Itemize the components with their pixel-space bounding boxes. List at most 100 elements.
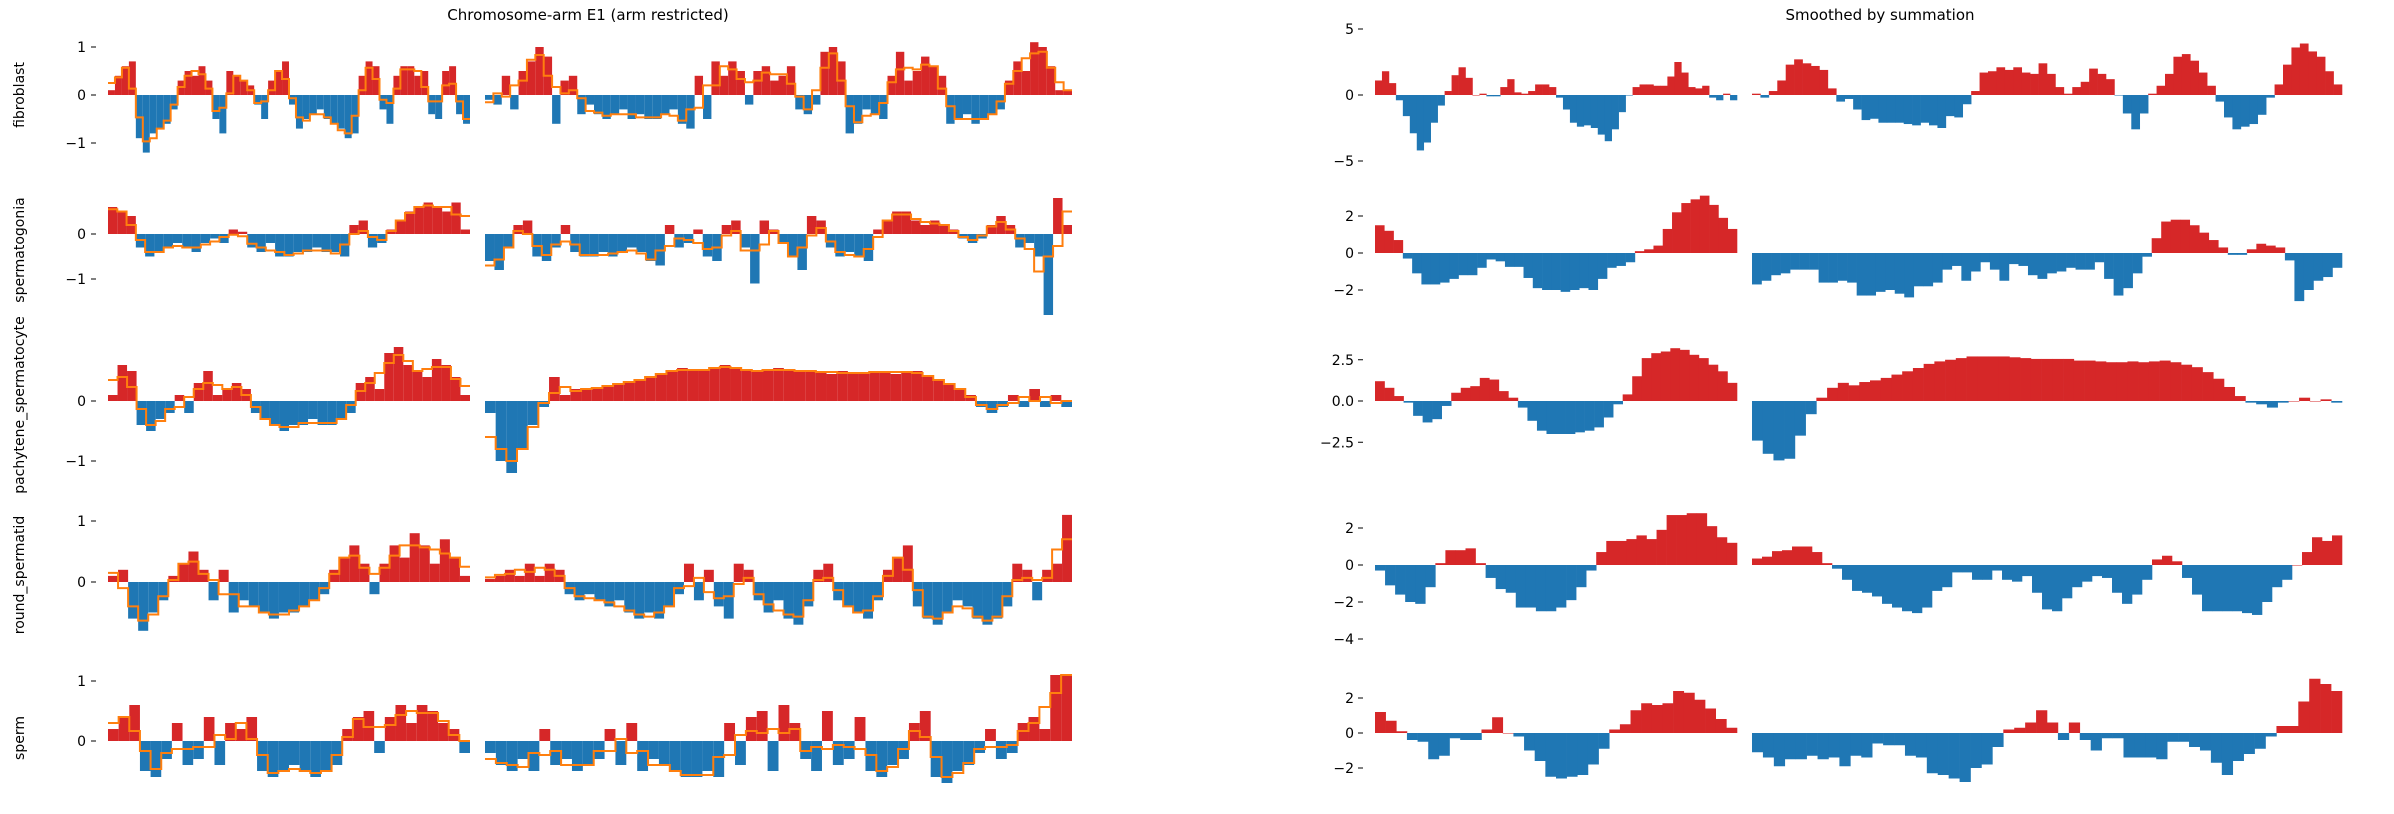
smoothed-bar — [1878, 95, 1888, 123]
e1-bar — [753, 582, 764, 601]
smoothed-bar — [2191, 367, 2203, 401]
e1-bar — [870, 95, 880, 115]
e1-bar — [626, 723, 638, 741]
e1-bar — [351, 95, 359, 134]
e1-bar — [154, 234, 164, 252]
smoothed-bar — [2245, 401, 2257, 403]
smoothed-bar — [1375, 565, 1386, 571]
smoothed-bar — [1870, 380, 1882, 401]
e1-bar — [974, 741, 986, 753]
smoothed-bar — [2156, 85, 2166, 95]
e1-bar — [406, 723, 417, 741]
smoothed-bar — [1856, 253, 1867, 296]
e1-bar — [669, 95, 678, 110]
smoothed-bar — [1545, 733, 1557, 777]
smoothed-bar — [1802, 546, 1813, 565]
e1-bar — [589, 234, 599, 257]
e1-bar — [574, 582, 585, 601]
e1-bar — [308, 401, 318, 419]
smoothed-bar — [1527, 401, 1538, 421]
e1-bar — [456, 95, 464, 115]
e1-bar — [677, 95, 687, 124]
e1-bar — [658, 741, 670, 765]
e1-bar — [728, 61, 737, 95]
e1-bar — [833, 582, 844, 601]
e1-bar — [634, 582, 645, 619]
e1-bar — [1018, 401, 1030, 407]
smoothed-bar — [1412, 253, 1422, 274]
e1-bar — [713, 741, 725, 777]
smoothed-bar — [1883, 733, 1895, 746]
e1-bar — [336, 401, 347, 419]
e1-bar — [527, 401, 539, 425]
left-y-tick-label: −1 — [65, 136, 86, 152]
e1-bar — [806, 216, 817, 234]
smoothed-bar — [1802, 63, 1812, 95]
smoothed-bar — [2095, 361, 2107, 401]
e1-bar — [485, 741, 496, 753]
smoothed-bar — [1485, 565, 1496, 578]
e1-bar — [922, 582, 933, 619]
smoothed-bar — [2151, 238, 2162, 253]
right-y-tick-label: −2 — [1333, 283, 1354, 299]
smoothed-bar — [2291, 47, 2301, 95]
e1-bar — [374, 741, 385, 753]
e1-bar — [235, 729, 247, 741]
smoothed-bar — [2152, 559, 2163, 565]
smoothed-bar — [2139, 95, 2149, 114]
e1-bar — [384, 717, 396, 741]
smoothed-bar — [1597, 253, 1608, 279]
e1-bar — [117, 211, 127, 234]
smoothed-bar — [1681, 203, 1691, 253]
e1-bar — [778, 705, 790, 741]
e1-bar — [289, 95, 296, 105]
smoothed-bar — [1381, 71, 1390, 95]
e1-bar — [349, 545, 360, 582]
e1-bar — [604, 729, 616, 741]
smoothed-bar — [1979, 72, 1989, 95]
e1-bar — [149, 95, 157, 134]
smoothed-bar — [2148, 361, 2160, 401]
e1-bar — [330, 234, 341, 252]
e1-bar — [549, 377, 560, 401]
smoothed-bar — [2275, 247, 2286, 253]
smoothed-bar — [2002, 565, 2013, 580]
smoothed-bar — [2212, 565, 2223, 612]
e1-bar — [506, 401, 518, 473]
smoothed-bar — [1862, 565, 1873, 593]
smoothed-bar — [1784, 733, 1797, 760]
smoothed-bar — [1894, 733, 1906, 746]
e1-bar — [485, 95, 494, 100]
e1-bar — [535, 47, 544, 95]
smoothed-bar — [2156, 733, 2168, 760]
e1-bar — [568, 75, 578, 95]
e1-bar — [761, 66, 771, 95]
e1-bar — [299, 741, 311, 771]
smoothed-bar — [1989, 253, 2000, 270]
smoothed-bar — [2178, 733, 2190, 742]
smoothed-bar — [1886, 95, 1896, 123]
e1-bar — [359, 563, 370, 582]
smoothed-bar — [1773, 733, 1786, 767]
e1-bar — [664, 225, 675, 234]
e1-bar — [591, 389, 603, 401]
smoothed-bar — [2102, 565, 2113, 578]
smoothed-bar — [1784, 401, 1796, 459]
e1-bar — [346, 401, 356, 413]
smoothed-bar — [1630, 710, 1642, 733]
e1-bar — [278, 582, 289, 613]
smoothed-bar — [1872, 733, 1884, 744]
smoothed-bar — [1455, 550, 1466, 565]
smoothed-bar — [1430, 253, 1441, 285]
smoothed-bar — [1945, 95, 1955, 117]
smoothed-bar — [1651, 353, 1662, 401]
e1-bar — [820, 51, 829, 95]
smoothed-bar — [2265, 245, 2276, 253]
smoothed-bar — [2277, 401, 2289, 403]
e1-bar — [191, 75, 199, 95]
smoothed-bar — [2265, 733, 2277, 737]
smoothed-bar — [2256, 243, 2267, 253]
e1-bar — [139, 741, 151, 771]
e1-bar — [198, 66, 206, 95]
smoothed-bar — [1560, 253, 1571, 292]
